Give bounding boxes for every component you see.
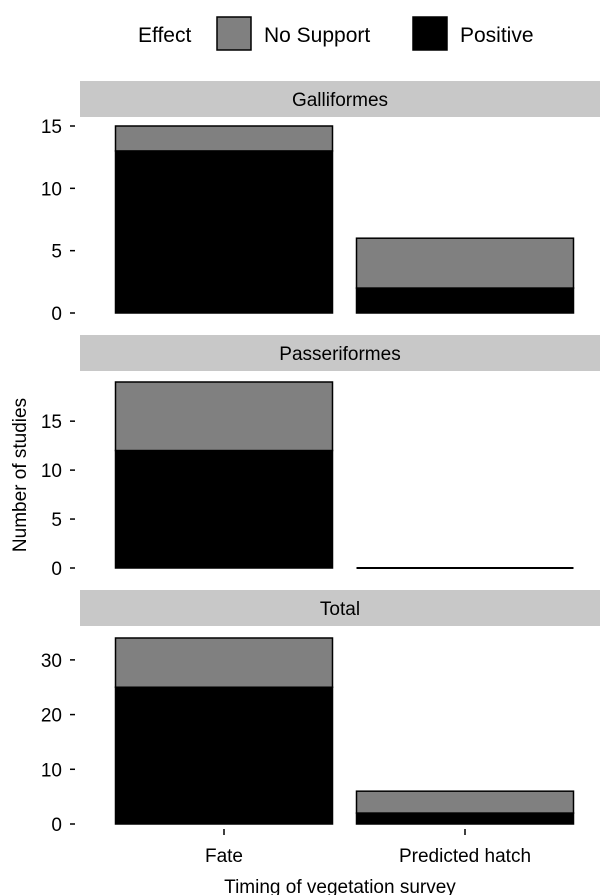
y-tick-label: 0 [51, 815, 62, 836]
bar-fate-no-support [114, 381, 334, 452]
y-tick-label: 0 [51, 304, 62, 325]
y-tick-label: 5 [51, 242, 62, 263]
legend-swatch-positive [412, 16, 448, 51]
y-tick-label: 5 [51, 510, 62, 531]
bar-predicted-hatch-positive [355, 287, 575, 314]
legend-label-no-support: No Support [264, 24, 370, 47]
y-tick-label: 15 [41, 117, 62, 138]
bar-predicted-hatch-no-support [355, 237, 575, 289]
facet-title: Galliformes [292, 90, 388, 111]
facet-strip [80, 590, 600, 626]
facet-strip [80, 81, 600, 117]
legend-title: Effect [138, 24, 191, 47]
x-axis-label: Timing of vegetation survey [224, 877, 456, 895]
bar-fate-positive [114, 150, 334, 314]
legend-swatch-no-support [216, 16, 252, 51]
x-tick-label-fate: Fate [205, 846, 243, 867]
y-tick-label: 30 [41, 651, 62, 672]
bar-predicted-hatch-no-support [355, 790, 575, 814]
bar-fate-no-support [114, 637, 334, 688]
y-tick-label: 0 [51, 559, 62, 580]
x-axis: Fate Predicted hatch [205, 829, 531, 867]
y-tick-label: 15 [41, 412, 62, 433]
y-axis-label: Number of studies [10, 398, 31, 552]
panel-total: Total 0 10 20 30 [41, 590, 600, 836]
bar-fate-positive [114, 686, 334, 825]
legend: Effect No Support Positive [138, 16, 534, 51]
y-tick-label: 10 [41, 461, 62, 482]
bar-fate-positive [114, 449, 334, 569]
legend-label-positive: Positive [460, 24, 534, 47]
panel-galliformes: Galliformes 0 5 10 15 [41, 81, 600, 325]
chart-panels: Galliformes 0 5 10 15 Passeriformes 0 5 10 15 Tota… [41, 81, 600, 836]
y-tick-label: 20 [41, 706, 62, 727]
bar-predicted-hatch-positive [355, 812, 575, 825]
x-tick-label-predicted-hatch: Predicted hatch [399, 846, 531, 867]
facet-title: Total [320, 599, 360, 620]
bar-fate-no-support [114, 125, 334, 152]
panel-passeriformes: Passeriformes 0 5 10 15 [41, 335, 600, 580]
y-tick-label: 10 [41, 760, 62, 781]
facet-title: Passeriformes [279, 344, 400, 365]
y-tick-label: 10 [41, 179, 62, 200]
facet-strip [80, 335, 600, 371]
